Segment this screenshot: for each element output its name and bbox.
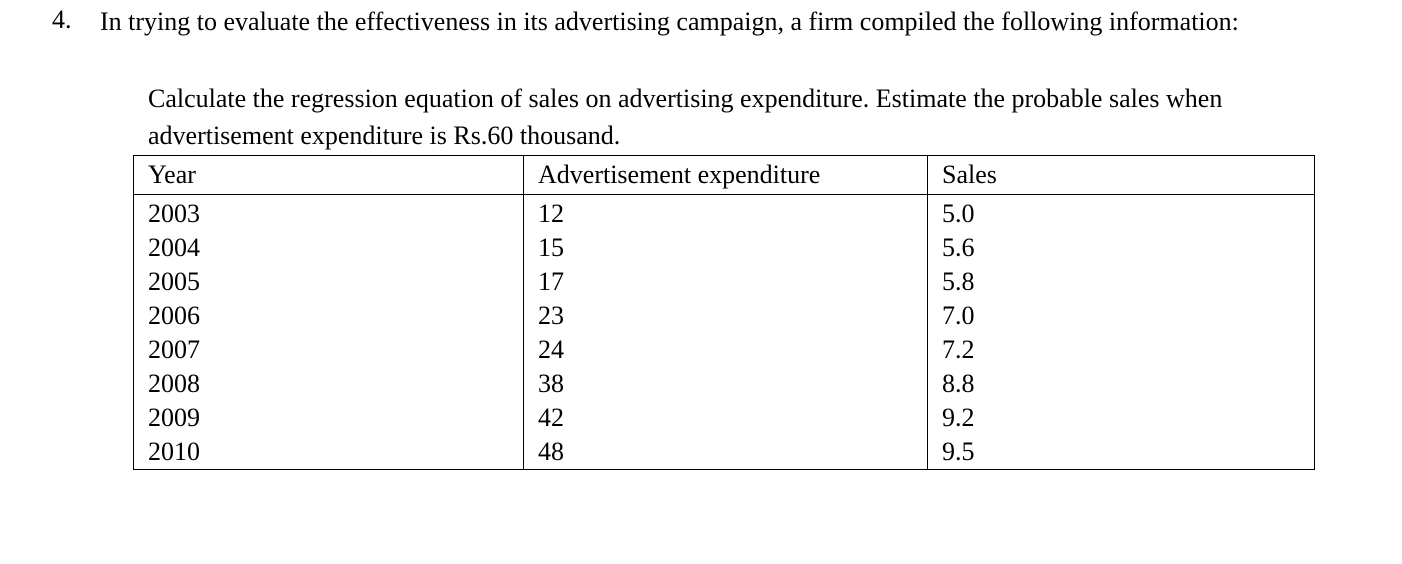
table-header-row: Year Advertisement expenditure Sales — [133, 155, 1315, 195]
column-header-advertisement-expenditure: Advertisement expenditure — [523, 155, 928, 195]
table-row: 2008 38 8.8 — [133, 367, 1315, 401]
cell-sales: 5.6 — [927, 231, 1315, 265]
column-header-year: Year — [133, 155, 524, 195]
cell-sales: 8.8 — [927, 367, 1315, 401]
question-text: In trying to evaluate the effectiveness … — [100, 7, 1239, 36]
cell-year: 2010 — [133, 435, 524, 470]
table-row: 2007 24 7.2 — [133, 333, 1315, 367]
cell-advertisement-expenditure: 38 — [523, 367, 928, 401]
cell-advertisement-expenditure: 23 — [523, 299, 928, 333]
cell-advertisement-expenditure: 24 — [523, 333, 928, 367]
cell-sales: 7.2 — [927, 333, 1315, 367]
table-row: 2006 23 7.0 — [133, 299, 1315, 333]
cell-sales: 5.0 — [927, 194, 1315, 231]
cell-advertisement-expenditure: 42 — [523, 401, 928, 435]
table-row: 2009 42 9.2 — [133, 401, 1315, 435]
cell-advertisement-expenditure: 17 — [523, 265, 928, 299]
column-header-sales: Sales — [927, 155, 1315, 195]
cell-advertisement-expenditure: 15 — [523, 231, 928, 265]
table-row: 2005 17 5.8 — [133, 265, 1315, 299]
cell-year: 2007 — [133, 333, 524, 367]
table-row: 2004 15 5.6 — [133, 231, 1315, 265]
table-row: 2003 12 5.0 — [133, 194, 1315, 231]
cell-year: 2005 — [133, 265, 524, 299]
cell-year: 2008 — [133, 367, 524, 401]
cell-advertisement-expenditure: 12 — [523, 194, 928, 231]
cell-sales: 9.2 — [927, 401, 1315, 435]
cell-advertisement-expenditure: 48 — [523, 435, 928, 470]
cell-sales: 9.5 — [927, 435, 1315, 470]
cell-sales: 7.0 — [927, 299, 1315, 333]
cell-sales: 5.8 — [927, 265, 1315, 299]
table-row: 2010 48 9.5 — [133, 435, 1315, 470]
question-number: 4. — [52, 5, 72, 34]
question-instruction: Calculate the regression equation of sal… — [148, 84, 1223, 150]
cell-year: 2009 — [133, 401, 524, 435]
data-table: Year Advertisement expenditure Sales 200… — [133, 155, 1315, 470]
cell-year: 2004 — [133, 231, 524, 265]
cell-year: 2003 — [133, 194, 524, 231]
cell-year: 2006 — [133, 299, 524, 333]
